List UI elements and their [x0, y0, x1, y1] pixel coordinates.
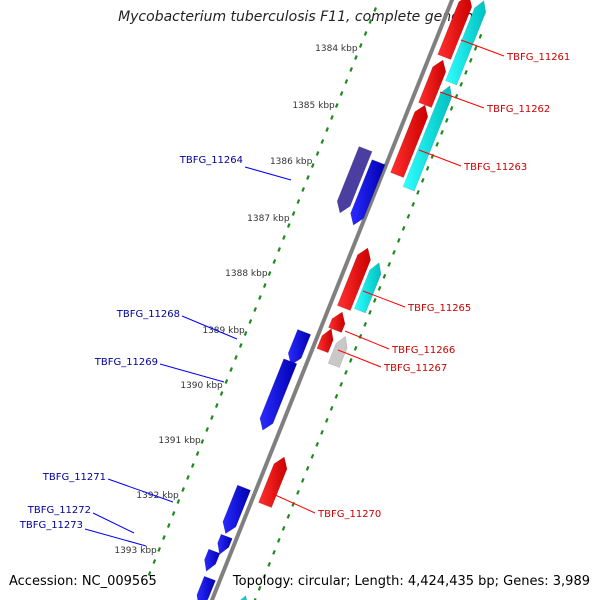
- ruler-label: 1387 kbp: [247, 214, 290, 224]
- gene-arrow-TBFG_11265: [336, 247, 371, 311]
- gene-arrow-TBFG_11267: [327, 335, 348, 368]
- label-leader-line: [181, 315, 238, 340]
- label-leader-line: [337, 349, 382, 368]
- label-leader-line: [362, 290, 406, 308]
- label-leader-line: [107, 478, 174, 503]
- ruler-track-outer: [147, 7, 377, 576]
- label-leader-line: [344, 330, 390, 350]
- ruler-label: 1390 kbp: [180, 381, 223, 391]
- gene-label-TBFG_11263: TBFG_11263: [463, 162, 527, 173]
- label-leader-line: [244, 166, 292, 181]
- gene-label-TBFG_11262: TBFG_11262: [486, 104, 550, 115]
- ruler-label: 1389 kbp: [202, 326, 245, 336]
- gene-label-TBFG_11271: TBFG_11271: [42, 472, 106, 483]
- gene-label-TBFG_11265: TBFG_11265: [407, 303, 471, 314]
- gene-label-TBFG_11266: TBFG_11266: [391, 345, 455, 356]
- accession-text: Accession: NC_009565: [9, 574, 157, 589]
- gene-arrow-TBFG_11270: [258, 456, 288, 508]
- gene-label-TBFG_11261: TBFG_11261: [506, 52, 570, 63]
- label-leader-line: [460, 39, 505, 57]
- label-leader-line: [159, 363, 225, 383]
- ruler-label: 1393 kbp: [114, 546, 157, 556]
- genome-backbone: [209, 0, 455, 600]
- label-leader-line: [272, 493, 316, 514]
- label-leader-line: [92, 512, 135, 534]
- gene-arrow-TBFG_11264: [336, 146, 373, 214]
- gene-arrow-TBFG_11266a: [328, 311, 346, 333]
- gene-label-TBFG_11264: TBFG_11264: [179, 155, 243, 166]
- gene-arrow-TBFG_11264b: [350, 159, 386, 226]
- gene-label-TBFG_11267: TBFG_11267: [383, 363, 447, 374]
- label-leader-line: [439, 91, 485, 109]
- gene-arrow-TBFG_11261: [437, 0, 473, 60]
- gene-arrow-cyan: [445, 0, 487, 86]
- gene-arrow-cyan: [239, 595, 247, 600]
- gene-arrow-TBFG_11262: [418, 59, 447, 108]
- ruler-label: 1386 kbp: [270, 157, 313, 167]
- ruler-track-inner: [253, 33, 483, 600]
- ruler-label: 1384 kbp: [315, 44, 358, 54]
- gene-arrow-cyan: [402, 85, 453, 192]
- map-title: Mycobacterium tuberculosis F11, complete…: [118, 9, 482, 25]
- label-leader-line: [84, 528, 147, 547]
- ruler-label: 1391 kbp: [158, 436, 201, 446]
- gene-arrow-TBFG_11273: [204, 548, 221, 572]
- gene-arrow-TBFG_11269: [259, 358, 298, 431]
- ruler-label: 1385 kbp: [292, 101, 335, 111]
- gene-label-TBFG_11270: TBFG_11270: [317, 509, 381, 520]
- gene-arrow-blue-edge: [196, 575, 216, 600]
- gene-arrow-cyan: [353, 262, 382, 314]
- gene-arrow-TBFG_11266b: [316, 328, 334, 354]
- label-leader-line: [418, 149, 462, 167]
- gene-label-TBFG_11273: TBFG_11273: [19, 520, 83, 531]
- gene-arrow-TBFG_11271: [222, 484, 251, 535]
- ruler-label: 1388 kbp: [225, 269, 268, 279]
- topology-text: Topology: circular; Length: 4,424,435 bp…: [232, 574, 590, 589]
- gene-label-TBFG_11269: TBFG_11269: [94, 357, 158, 368]
- ruler-labels: 1384 kbp 1385 kbp 1386 kbp 1387 kbp 1388 kbp…: [114, 44, 357, 556]
- gene-arrow-TBFG_11268: [287, 329, 312, 366]
- gene-arrow-TBFG_11263: [390, 104, 429, 178]
- gene-arrow-TBFG_11272: [217, 533, 233, 555]
- gene-labels: TBFG_11261 TBFG_11262 TBFG_11263 TBFG_11264…: [19, 39, 570, 547]
- gene-label-TBFG_11268: TBFG_11268: [116, 309, 180, 320]
- gene-label-TBFG_11272: TBFG_11272: [27, 505, 91, 516]
- ruler-label: 1392 kbp: [136, 491, 179, 501]
